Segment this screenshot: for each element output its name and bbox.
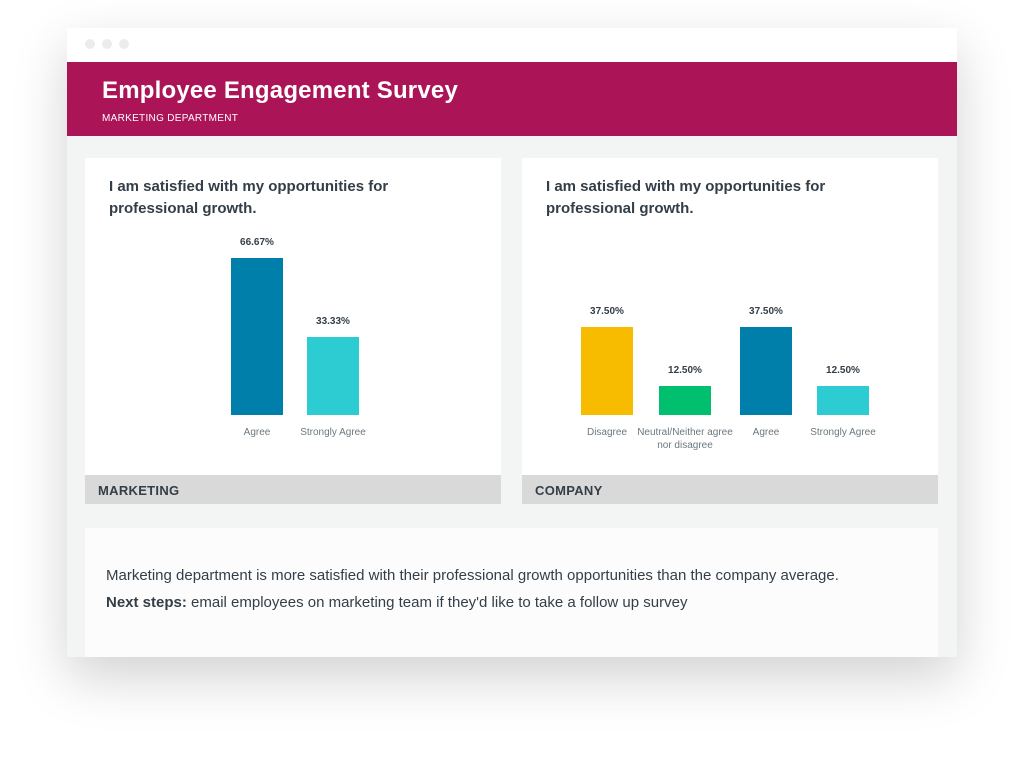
bar-strongly-agree: [307, 336, 359, 415]
page-subtitle: MARKETING DEPARTMENT: [102, 113, 239, 124]
data-label: 37.50%: [590, 305, 624, 317]
bar-disagree: [581, 326, 633, 415]
page-header: Employee Engagement Survey MARKETING DEP…: [67, 62, 957, 136]
window-dot-icon: [102, 39, 112, 49]
category-label: Strongly Agree: [300, 427, 366, 438]
group-label: COMPANY: [522, 475, 938, 504]
window-dot-icon: [119, 39, 129, 49]
page-title: Employee Engagement Survey: [102, 77, 458, 104]
data-label: 12.50%: [826, 364, 860, 376]
data-label: 33.33%: [316, 315, 350, 327]
group-label: MARKETING: [85, 475, 501, 504]
chart-title: I am satisfied with my opportunities for…: [546, 178, 826, 217]
bar-agree: [231, 258, 283, 415]
summary-text: Marketing department is more satisfied w…: [106, 567, 839, 584]
category-label: Agree: [243, 427, 271, 438]
summary-card: Marketing department is more satisfied w…: [85, 528, 938, 657]
window-dot-icon: [85, 39, 95, 49]
category-label: Strongly Agree: [810, 427, 876, 438]
next-steps-text: email employees on marketing team if the…: [186, 594, 688, 611]
category-label: Disagree: [586, 427, 628, 438]
category-label: Neutral/Neither agree nor disagree: [637, 427, 733, 451]
bar-agree: [740, 326, 792, 415]
bar-neutral-neither-agree-nor-disagree: [659, 385, 711, 415]
category-label: Agree: [752, 427, 780, 438]
chart-card-company: I am satisfied with my opportunities for…: [522, 158, 938, 504]
chart-title: I am satisfied with my opportunities for…: [109, 178, 389, 217]
data-label: 37.50%: [749, 305, 783, 317]
data-label: 66.67%: [240, 237, 274, 249]
next-steps-label: Next steps:: [106, 594, 187, 611]
window-topbar: [67, 28, 957, 62]
data-label: 12.50%: [668, 364, 702, 376]
next-steps: Next steps: email employees on marketing…: [106, 594, 938, 611]
chart-card-marketing: I am satisfied with my opportunities for…: [85, 158, 501, 504]
browser-window: Employee Engagement Survey MARKETING DEP…: [67, 28, 957, 657]
bar-strongly-agree: [817, 385, 869, 415]
